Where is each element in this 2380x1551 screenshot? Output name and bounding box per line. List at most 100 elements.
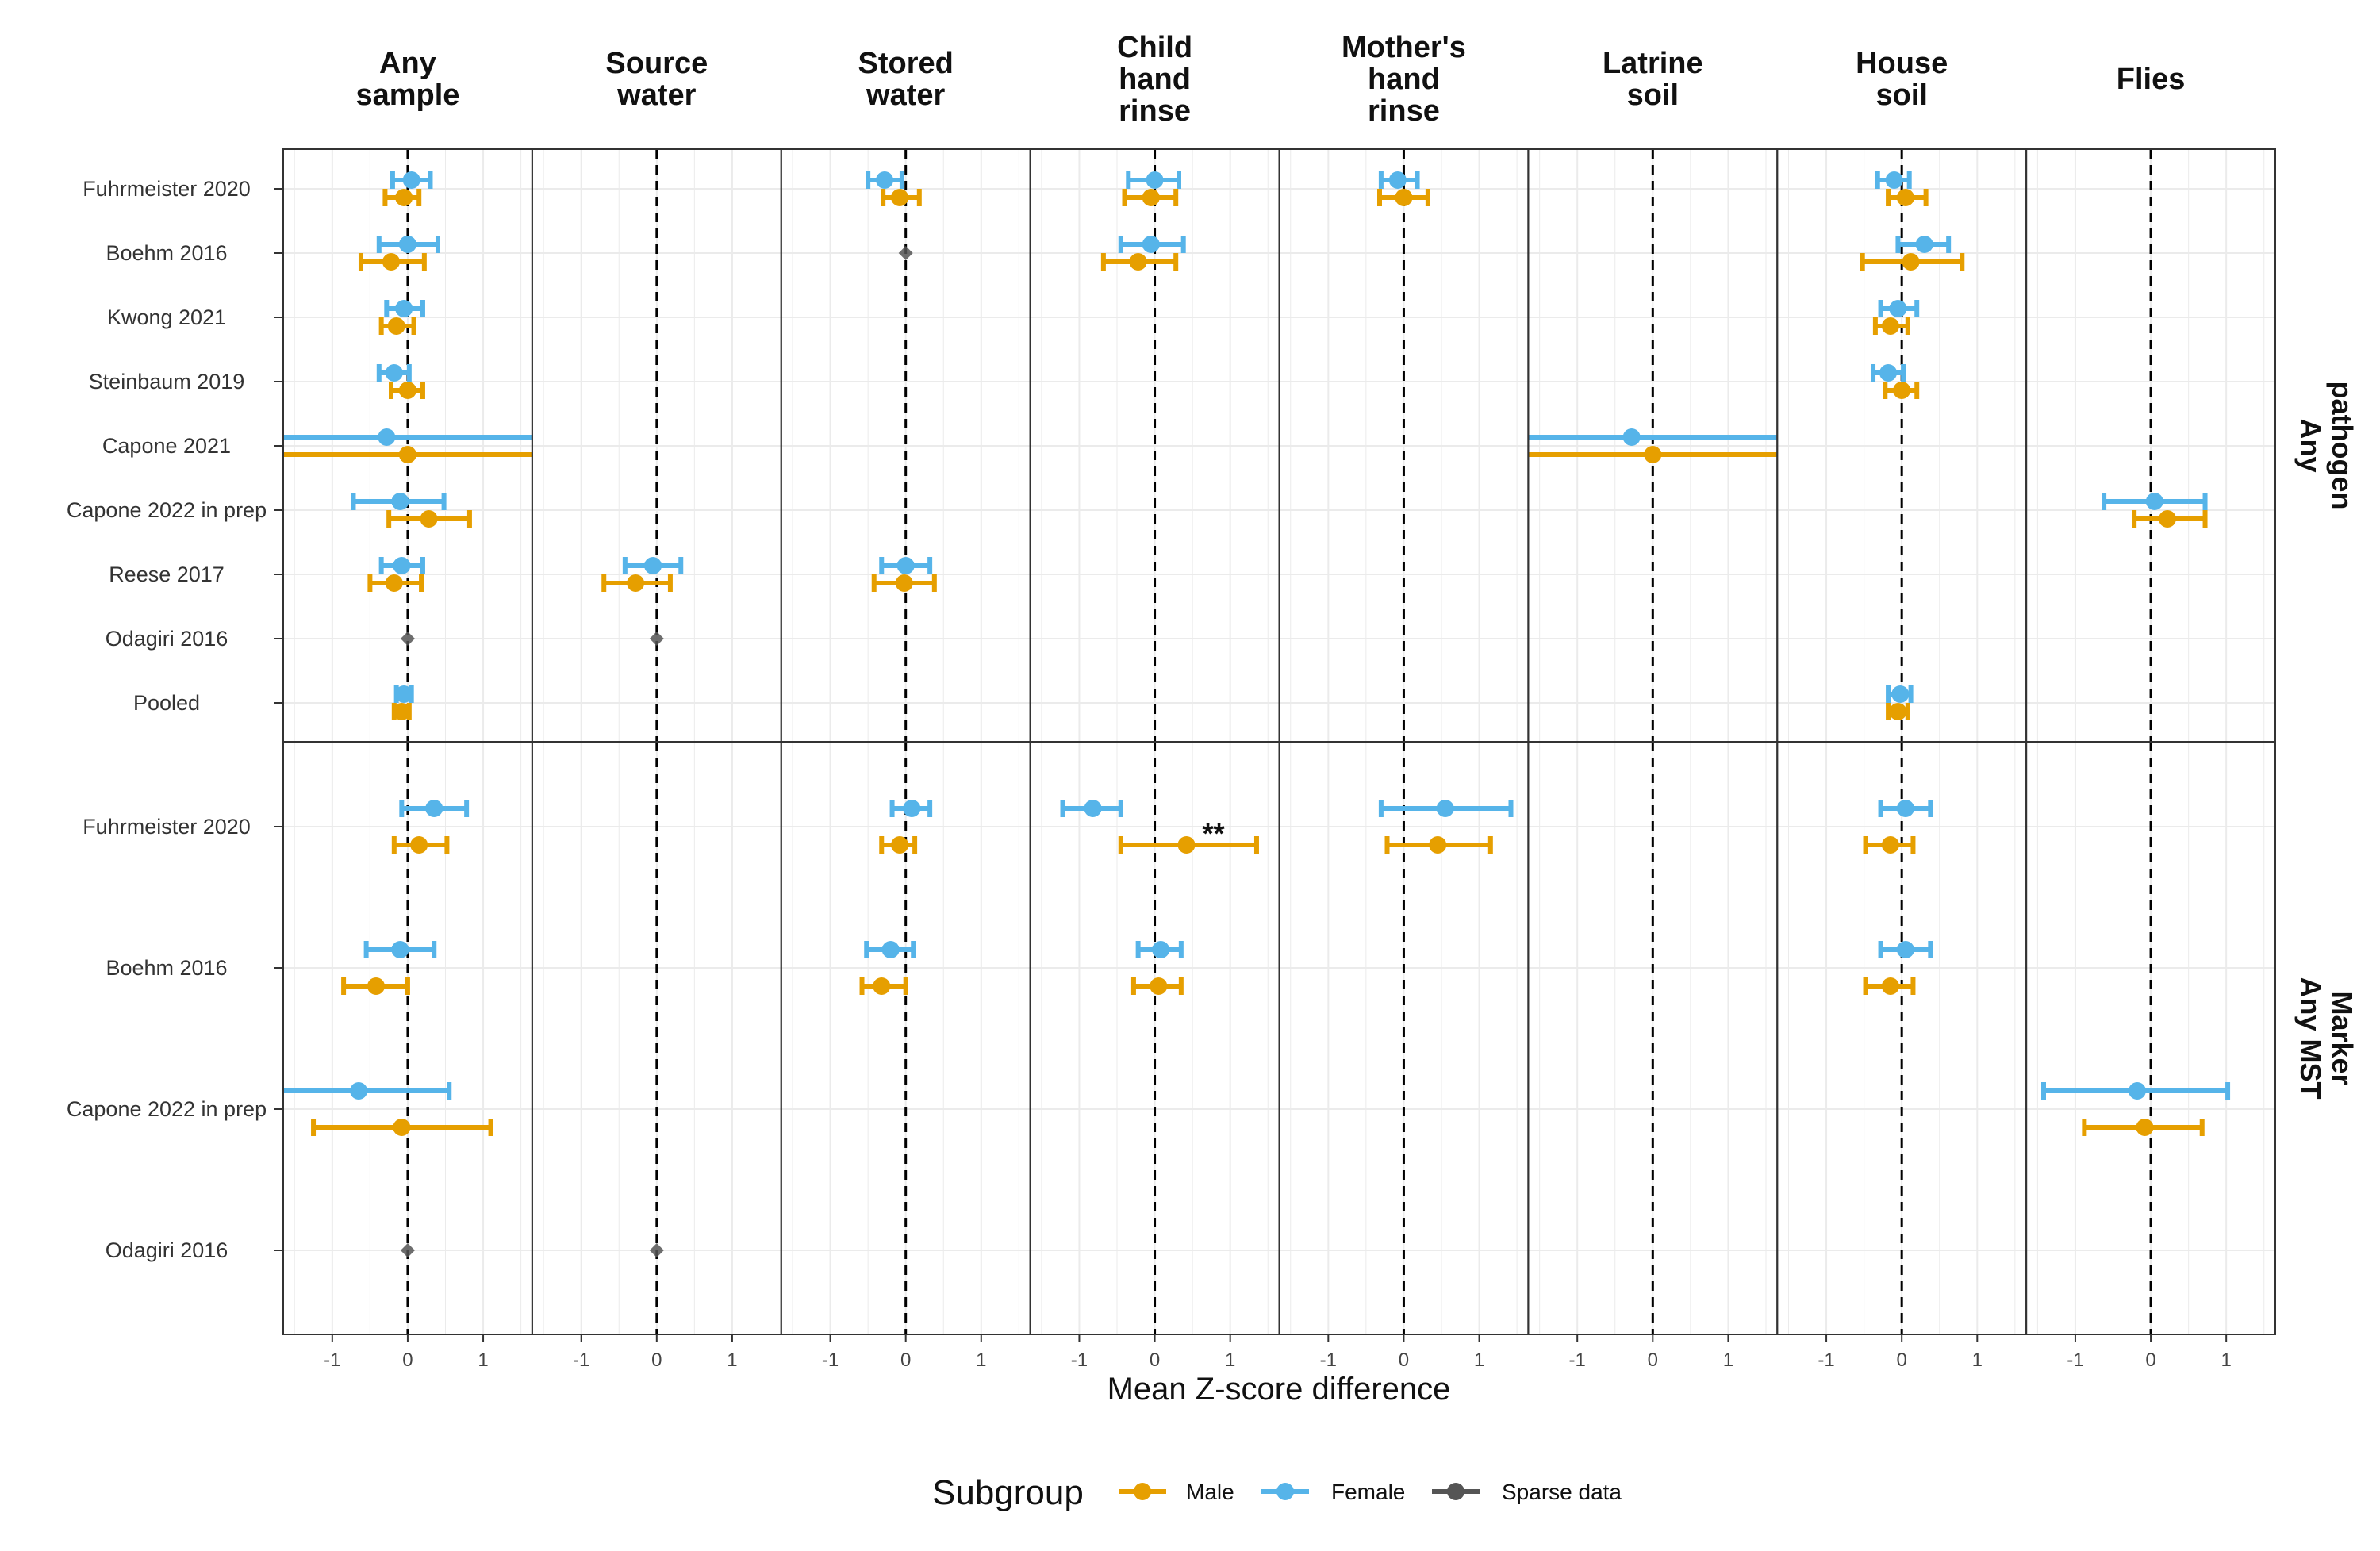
facet-title-flies: Flies bbox=[2117, 63, 2186, 96]
point-estimate-male bbox=[1902, 253, 1920, 271]
point-estimate-male bbox=[398, 446, 416, 463]
point-estimate-male bbox=[420, 510, 438, 528]
point-estimate-male bbox=[387, 317, 405, 335]
significance-annotation: ** bbox=[1203, 817, 1225, 850]
point-estimate-female bbox=[644, 557, 662, 574]
point-estimate-female bbox=[876, 171, 894, 189]
study-label: Reese 2017 bbox=[109, 562, 225, 586]
facet-title-house_soil: House bbox=[1856, 47, 1948, 80]
point-estimate-male bbox=[2136, 1119, 2154, 1136]
x-tick-label: -1 bbox=[573, 1349, 589, 1371]
point-estimate-male bbox=[891, 836, 909, 854]
point-estimate-male bbox=[1429, 836, 1447, 854]
facet-title-child_hand: rinse bbox=[1119, 94, 1191, 128]
facet-title-mother_hand: hand bbox=[1368, 63, 1440, 96]
point-estimate-female bbox=[2128, 1082, 2146, 1100]
facet-title-latrine_soil: Latrine bbox=[1603, 47, 1703, 80]
point-estimate-male bbox=[1881, 836, 1899, 854]
point-estimate-male bbox=[1881, 977, 1899, 995]
point-estimate-female bbox=[1879, 364, 1898, 382]
strip-title-mst: Marker bbox=[2326, 991, 2359, 1085]
point-estimate-female bbox=[1142, 236, 1160, 253]
point-estimate-male bbox=[393, 703, 411, 720]
x-tick-label: 1 bbox=[478, 1349, 488, 1371]
x-tick-label: -1 bbox=[1071, 1349, 1088, 1371]
x-tick-label: 0 bbox=[651, 1349, 662, 1371]
x-tick-label: 0 bbox=[2145, 1349, 2155, 1371]
facet-title-child_hand: hand bbox=[1119, 63, 1191, 96]
point-estimate-male bbox=[1142, 189, 1160, 206]
x-axis-title: Mean Z-score difference bbox=[1107, 1372, 1451, 1407]
x-tick-label: -1 bbox=[822, 1349, 839, 1371]
point-estimate-male bbox=[1889, 703, 1907, 720]
strip-title-mst: Any MST bbox=[2294, 977, 2327, 1099]
point-estimate-female bbox=[398, 236, 416, 253]
facet-title-any_sample: Any bbox=[379, 47, 436, 80]
study-label: Capone 2021 bbox=[102, 434, 231, 458]
facet-title-source_water: water bbox=[616, 79, 696, 112]
facet-title-any_sample: sample bbox=[355, 79, 459, 112]
point-estimate-female bbox=[1896, 941, 1914, 958]
point-estimate-male bbox=[1395, 189, 1413, 206]
sparse-data-point bbox=[898, 246, 913, 260]
x-tick-label: 0 bbox=[1648, 1349, 1658, 1371]
x-tick-label: -1 bbox=[2067, 1349, 2083, 1371]
point-estimate-female bbox=[881, 941, 900, 958]
legend-key-point-female bbox=[1276, 1483, 1294, 1500]
point-estimate-male bbox=[1881, 317, 1899, 335]
point-estimate-male bbox=[2158, 510, 2176, 528]
study-label: Capone 2022 in prep bbox=[67, 1097, 267, 1121]
legend-key-point-sparse bbox=[1447, 1483, 1464, 1500]
point-estimate-male bbox=[382, 253, 401, 271]
study-label: Capone 2022 in prep bbox=[67, 498, 267, 522]
legend-label-female: Female bbox=[1331, 1480, 1405, 1504]
x-tick-label: -1 bbox=[1320, 1349, 1337, 1371]
strip-title-pathogen: Any bbox=[2294, 418, 2327, 472]
study-label: Odagiri 2016 bbox=[106, 627, 228, 651]
study-label: Fuhrmeister 2020 bbox=[83, 815, 251, 839]
point-estimate-female bbox=[2145, 493, 2163, 510]
point-estimate-male bbox=[1129, 253, 1147, 271]
x-tick-label: 0 bbox=[402, 1349, 413, 1371]
study-label: Pooled bbox=[133, 691, 200, 715]
point-estimate-female bbox=[903, 800, 921, 817]
sparse-data-point bbox=[400, 632, 415, 646]
facet-title-child_hand: Child bbox=[1117, 31, 1192, 64]
legend-key-point-male bbox=[1134, 1483, 1151, 1500]
point-estimate-male bbox=[1896, 189, 1914, 206]
x-tick-label: 1 bbox=[1972, 1349, 1983, 1371]
point-estimate-male bbox=[1644, 446, 1662, 463]
study-label: Steinbaum 2019 bbox=[89, 370, 245, 394]
strip-title-pathogen: pathogen bbox=[2326, 382, 2359, 510]
facet-title-latrine_soil: soil bbox=[1627, 79, 1679, 112]
x-tick-label: 1 bbox=[727, 1349, 737, 1371]
point-estimate-female bbox=[391, 941, 409, 958]
point-estimate-male bbox=[1150, 977, 1168, 995]
point-estimate-female bbox=[395, 685, 413, 703]
x-tick-label: 1 bbox=[1723, 1349, 1733, 1371]
point-estimate-male bbox=[627, 574, 645, 592]
point-estimate-male bbox=[398, 382, 416, 399]
x-tick-label: 0 bbox=[1150, 1349, 1160, 1371]
facet-title-source_water: Source bbox=[605, 47, 708, 80]
facet-title-mother_hand: Mother's bbox=[1342, 31, 1466, 64]
point-estimate-male bbox=[410, 836, 428, 854]
point-estimate-female bbox=[1146, 171, 1164, 189]
point-estimate-male bbox=[393, 1119, 411, 1136]
sparse-data-point bbox=[649, 1243, 664, 1257]
point-estimate-female bbox=[378, 428, 396, 446]
point-estimate-male bbox=[385, 574, 403, 592]
study-label: Boehm 2016 bbox=[106, 956, 227, 980]
legend-label-sparse: Sparse data bbox=[1502, 1480, 1622, 1504]
point-estimate-female bbox=[1915, 236, 1933, 253]
legend-title: Subgroup bbox=[932, 1473, 1084, 1512]
point-estimate-female bbox=[1436, 800, 1454, 817]
x-tick-label: 1 bbox=[976, 1349, 986, 1371]
point-estimate-male bbox=[873, 977, 891, 995]
x-tick-label: 1 bbox=[2221, 1349, 2231, 1371]
x-tick-label: 0 bbox=[1399, 1349, 1409, 1371]
point-estimate-male bbox=[891, 189, 909, 206]
x-tick-label: -1 bbox=[324, 1349, 340, 1371]
point-estimate-male bbox=[395, 189, 413, 206]
